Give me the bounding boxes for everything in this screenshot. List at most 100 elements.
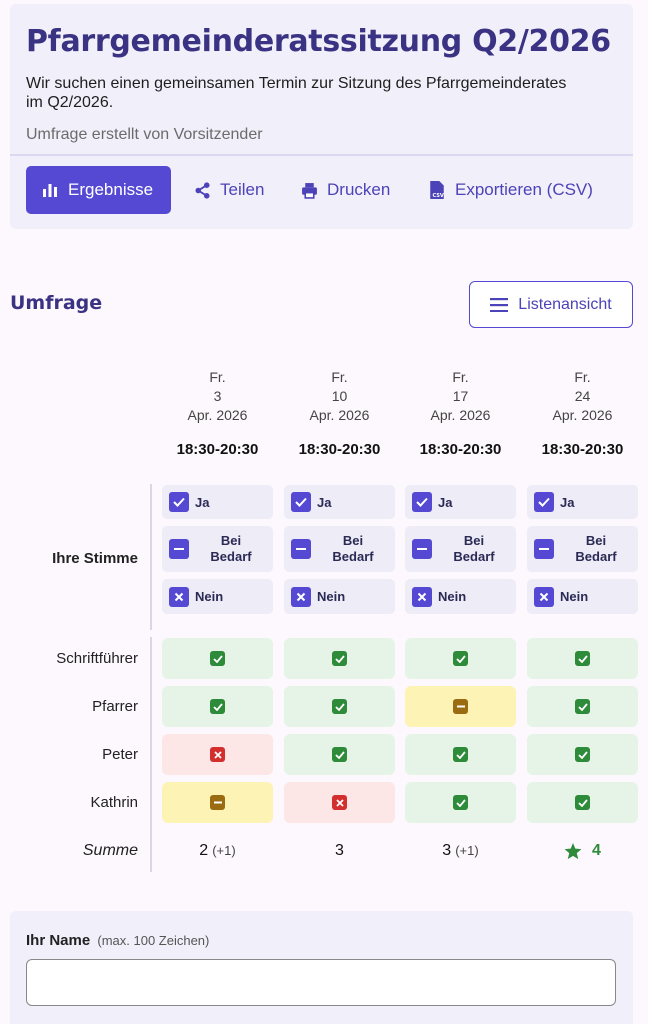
vote-no-label: Nein: [438, 589, 467, 604]
name-label: Ihr Name (max. 100 Zeichen): [26, 932, 209, 949]
vote-yes-label: Ja: [317, 494, 332, 510]
x-icon: [291, 586, 311, 607]
your-vote-label: Ihre Stimme: [52, 550, 138, 567]
check-icon: [453, 651, 468, 666]
summary-count: 3: [335, 842, 344, 859]
vote-cell-maybe: [405, 686, 516, 727]
column-weekday: Fr.: [331, 369, 348, 385]
check-icon: [575, 795, 590, 810]
star-icon: [564, 842, 582, 860]
vote-cell-no: [284, 782, 395, 823]
minus-icon: [210, 795, 225, 810]
vote-maybe-label-line1: Bei: [463, 533, 485, 548]
section-title: Umfrage: [10, 292, 103, 314]
x-icon: [169, 586, 189, 607]
vote-maybe-label-line2: Bedarf: [332, 549, 374, 564]
name-label-text: Ihr Name: [26, 932, 91, 949]
header-divider: [10, 154, 633, 156]
check-icon: [169, 492, 189, 512]
vote-yes-label: Ja: [438, 494, 453, 510]
csv-file-icon: CSV: [428, 181, 446, 199]
vote-no-option[interactable]: Nein: [284, 579, 395, 614]
column-header-date: Fr. 10 Apr. 2026: [284, 368, 395, 425]
column-weekday: Fr.: [452, 369, 469, 385]
check-icon: [210, 699, 225, 714]
vote-no-label: Nein: [317, 589, 346, 604]
column-header-date: Fr. 3 Apr. 2026: [162, 368, 273, 425]
print-label: Drucken: [327, 180, 391, 199]
x-icon: [412, 586, 432, 607]
vote-cell-yes: [162, 686, 273, 727]
vote-maybe-label-line2: Bedarf: [210, 549, 252, 564]
summary-count: 2: [199, 842, 209, 859]
vote-no-option[interactable]: Nein: [162, 579, 273, 614]
check-icon: [575, 699, 590, 714]
vote-no-label: Nein: [560, 589, 589, 604]
summary-maybe-extra: (+1): [455, 843, 479, 858]
vote-maybe-option[interactable]: Bei Bedarf: [527, 526, 638, 572]
list-view-button[interactable]: Listenansicht: [469, 281, 633, 328]
vote-maybe-label-line2: Bedarf: [575, 549, 617, 564]
vote-yes-option[interactable]: Ja: [527, 485, 638, 519]
vote-maybe-option[interactable]: Bei Bedarf: [284, 526, 395, 572]
column-header-date: Fr. 17 Apr. 2026: [405, 368, 516, 425]
column-time: 18:30-20:30: [176, 441, 259, 458]
column-day: 3: [213, 388, 222, 404]
print-button[interactable]: Drucken: [285, 166, 405, 214]
check-icon: [453, 747, 468, 762]
column-month: Apr. 2026: [187, 407, 248, 423]
share-icon: [193, 181, 211, 199]
check-icon: [534, 492, 554, 512]
vote-maybe-label-line2: Bedarf: [453, 549, 495, 564]
vote-maybe-label-line1: Bei: [585, 533, 607, 548]
check-icon: [332, 651, 347, 666]
check-icon: [575, 747, 590, 762]
vote-cell-yes: [405, 782, 516, 823]
check-icon: [210, 651, 225, 666]
x-icon: [332, 795, 347, 810]
summary-total-best: 4: [527, 842, 638, 860]
vote-maybe-option[interactable]: Bei Bedarf: [162, 526, 273, 572]
vote-cell-yes: [284, 734, 395, 775]
vote-cell-no: [162, 734, 273, 775]
minus-icon: [291, 539, 311, 559]
results-button[interactable]: Ergebnisse: [26, 166, 171, 214]
column-weekday: Fr.: [209, 369, 226, 385]
column-time: 18:30-20:30: [541, 441, 624, 458]
vote-cell-yes: [284, 638, 395, 679]
column-month: Apr. 2026: [430, 407, 491, 423]
poll-creator: Umfrage erstellt von Vorsitzender: [26, 126, 263, 143]
summary-total: 3: [284, 842, 395, 860]
check-icon: [412, 492, 432, 512]
column-separator: [150, 637, 152, 872]
column-separator: [150, 484, 152, 630]
vote-yes-option[interactable]: Ja: [284, 485, 395, 519]
vote-cell-yes: [527, 638, 638, 679]
participant-name: Kathrin: [90, 794, 138, 811]
minus-icon: [534, 539, 554, 559]
vote-no-option[interactable]: Nein: [527, 579, 638, 614]
vote-yes-option[interactable]: Ja: [405, 485, 516, 519]
poll-title: Pfarrgemeinderatssitzung Q2/2026: [26, 24, 611, 59]
check-icon: [332, 747, 347, 762]
participant-name: Pfarrer: [92, 698, 138, 715]
vote-maybe-option[interactable]: Bei Bedarf: [405, 526, 516, 572]
column-month: Apr. 2026: [309, 407, 370, 423]
vote-yes-option[interactable]: Ja: [162, 485, 273, 519]
name-input[interactable]: [26, 959, 616, 1006]
vote-no-label: Nein: [195, 589, 224, 604]
vote-no-option[interactable]: Nein: [405, 579, 516, 614]
summary-total: 3 (+1): [405, 842, 516, 860]
participant-name: Peter: [102, 746, 138, 763]
vote-maybe-label-line1: Bei: [342, 533, 364, 548]
column-weekday: Fr.: [574, 369, 591, 385]
name-hint: (max. 100 Zeichen): [97, 933, 210, 948]
export-csv-button[interactable]: CSV Exportieren (CSV): [413, 166, 608, 214]
poll-header: Pfarrgemeinderatssitzung Q2/2026 Wir suc…: [10, 4, 633, 229]
share-button[interactable]: Teilen: [178, 166, 279, 214]
summary-maybe-extra: (+1): [212, 843, 236, 858]
x-icon: [210, 747, 225, 762]
x-icon: [534, 586, 554, 607]
column-month: Apr. 2026: [552, 407, 613, 423]
vote-cell-yes: [162, 638, 273, 679]
